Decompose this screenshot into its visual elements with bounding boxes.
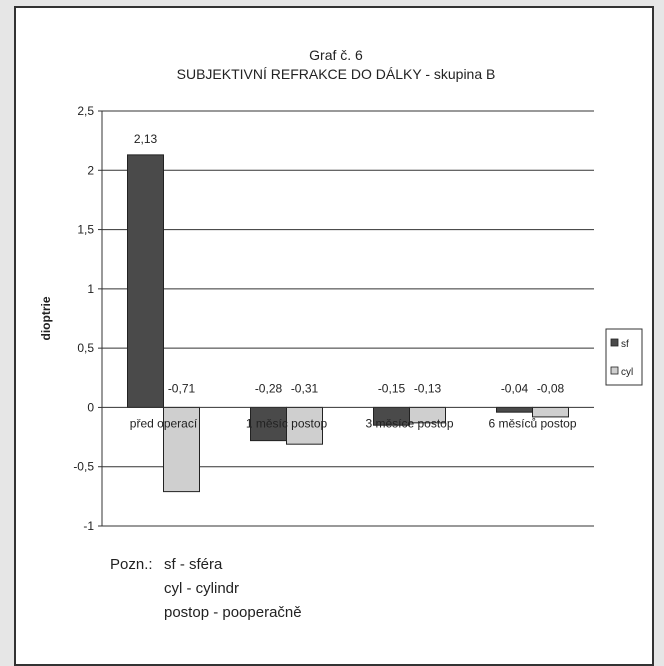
category-label: před operací <box>130 416 198 430</box>
note-sf: sf - sféra <box>164 556 223 573</box>
y-tick-label: 0,5 <box>77 341 94 355</box>
note-cyl: cyl - cylindr <box>164 580 240 597</box>
data-label-sf: -0,15 <box>378 381 406 395</box>
data-label-sf: -0,04 <box>501 381 529 395</box>
legend-swatch-sf <box>610 338 619 347</box>
bar-sf <box>496 406 533 413</box>
y-axis-label: dioptrie <box>39 296 53 340</box>
bar-chart: Graf č. 6 SUBJEKTIVNÍ REFRAKCE DO DÁLKY -… <box>39 47 643 533</box>
chart-title-line2: SUBJEKTIVNÍ REFRAKCE DO DÁLKY - skupina … <box>177 66 496 82</box>
y-tick-label: 2,5 <box>77 104 94 118</box>
data-label-sf: 2,13 <box>134 132 158 146</box>
y-tick-label: -0,5 <box>73 460 94 474</box>
category-label: 6 měsíců postop <box>488 416 576 430</box>
data-label-cyl: -0,13 <box>414 381 442 395</box>
category-label: 3 měsíce postop <box>365 416 453 430</box>
bar-cyl <box>163 406 200 493</box>
data-label-sf: -0,28 <box>255 381 283 395</box>
legend-label-sf: sf <box>621 339 629 350</box>
data-label-cyl: -0,71 <box>168 381 196 395</box>
bar-cyl <box>286 406 323 445</box>
figure-frame: Graf č. 6 SUBJEKTIVNÍ REFRAKCE DO DÁLKY -… <box>14 6 654 666</box>
y-tick-label: 2 <box>87 163 94 177</box>
category-label: 1 měsíc postop <box>246 416 328 430</box>
legend-box <box>605 328 643 386</box>
legend-label-cyl: cyl <box>621 367 633 378</box>
bar-sf <box>127 154 164 408</box>
y-tick-label: 0 <box>87 400 94 414</box>
y-tick-label: 1 <box>87 282 94 296</box>
legend-swatch-cyl <box>610 366 619 375</box>
note-postop: postop - pooperačně <box>164 604 302 621</box>
y-tick-label: -1 <box>83 519 94 533</box>
notes-prefix: Pozn.: <box>110 556 153 573</box>
chart-title-line1: Graf č. 6 <box>309 47 363 63</box>
data-label-cyl: -0,08 <box>537 381 565 395</box>
data-label-cyl: -0,31 <box>291 381 319 395</box>
y-tick-label: 1,5 <box>77 223 94 237</box>
